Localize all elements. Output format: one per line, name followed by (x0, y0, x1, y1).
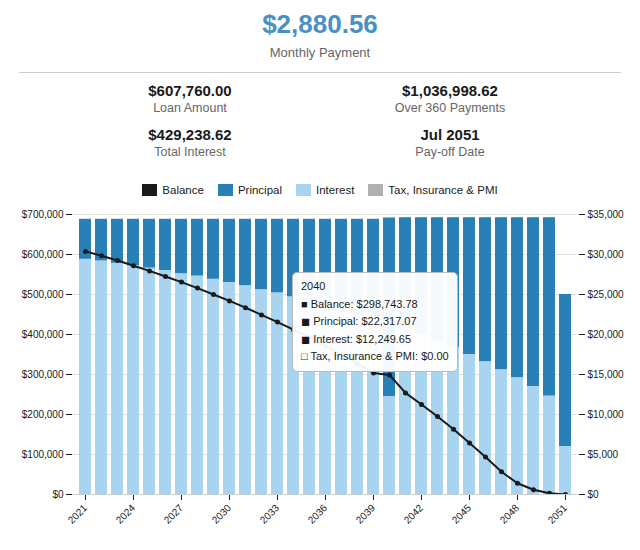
svg-text:$25,000: $25,000 (588, 289, 625, 300)
svg-text:$500,000: $500,000 (22, 289, 64, 300)
svg-text:2045: 2045 (450, 502, 474, 526)
svg-text:$35,000: $35,000 (588, 209, 625, 220)
svg-text:$400,000: $400,000 (22, 329, 64, 340)
html-text:2040 ■ Balance: $298,743.78 ◼: 2040 ■ Balance: $298,743.78 ◼ Principal:… (301, 280, 449, 363)
html-text:$1,036,998.62: $1,036,998.62 (402, 82, 498, 99)
svg-text:$15,000: $15,000 (588, 369, 625, 380)
svg-text:$5,000: $5,000 (588, 449, 619, 460)
svg-text:$100,000: $100,000 (22, 449, 64, 460)
html-text:Balance: Balance (162, 184, 204, 196)
svg-text:$0: $0 (588, 489, 600, 500)
html-text:Total Interest: Total Interest (154, 145, 226, 159)
html-text:Monthly Payment: Monthly Payment (269, 45, 371, 60)
svg-text:2027: 2027 (162, 502, 186, 526)
html-text:Jul 2051: Jul 2051 (420, 126, 480, 143)
html-text:$429,238.62: $429,238.62 (148, 126, 232, 143)
svg-text:$10,000: $10,000 (588, 409, 625, 420)
svg-text:2024: 2024 (114, 502, 138, 526)
svg-text:$700,000: $700,000 (22, 209, 64, 220)
svg-text:$20,000: $20,000 (588, 329, 625, 340)
svg-text:2039: 2039 (354, 502, 378, 526)
html-text:$607,760.00: $607,760.00 (148, 82, 232, 99)
html-text:Pay-off Date: Pay-off Date (415, 145, 485, 159)
svg-text:$30,000: $30,000 (588, 249, 625, 260)
svg-text:2051: 2051 (546, 502, 570, 526)
html-text:Principal: Principal (237, 184, 282, 196)
svg-text:2048: 2048 (498, 502, 522, 526)
svg-text:2042: 2042 (402, 502, 426, 526)
html-text:Tax, Insurance & PMI: Tax, Insurance & PMI (388, 184, 498, 196)
svg-text:$600,000: $600,000 (22, 249, 64, 260)
svg-text:$0: $0 (52, 489, 64, 500)
svg-text:2030: 2030 (210, 502, 234, 526)
svg-text:2033: 2033 (258, 502, 282, 526)
svg-text:2021: 2021 (66, 502, 90, 526)
html-text:Over 360 Payments: Over 360 Payments (394, 101, 506, 115)
svg-text:$300,000: $300,000 (22, 369, 64, 380)
html-text:Loan Amount: Loan Amount (153, 101, 227, 115)
svg-text:2036: 2036 (306, 502, 330, 526)
svg-text:$200,000: $200,000 (22, 409, 64, 420)
html-text:$2,880.56: $2,880.56 (262, 9, 378, 39)
html-text:Interest: Interest (316, 184, 355, 196)
